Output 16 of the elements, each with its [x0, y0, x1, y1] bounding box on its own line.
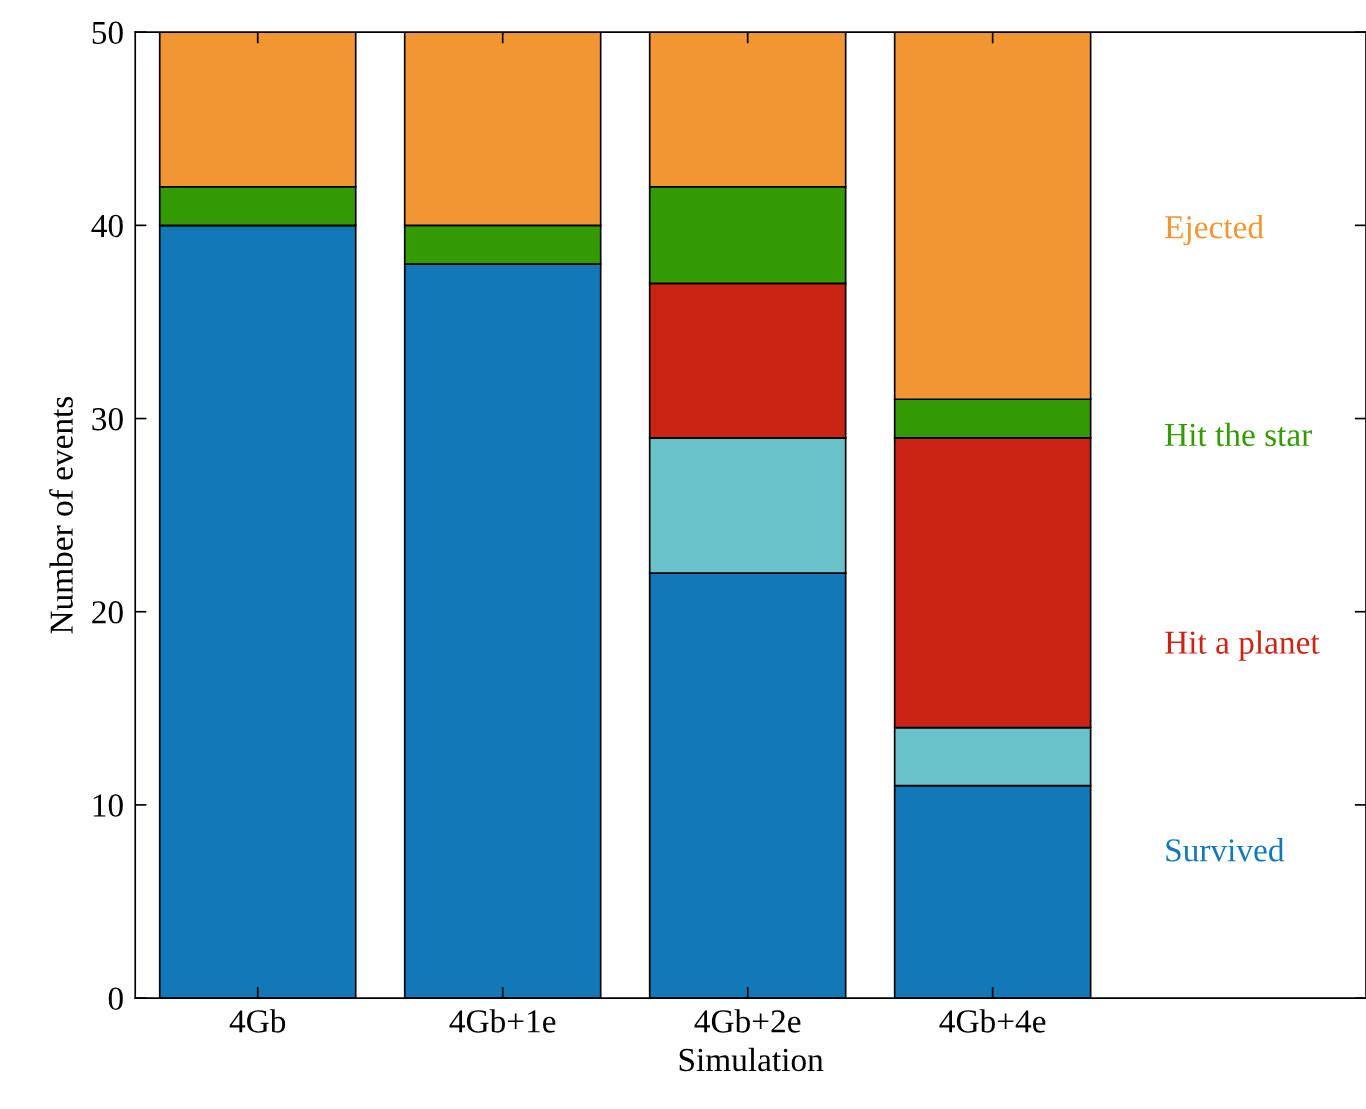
y-tick-label: 50: [92, 21, 123, 45]
x-axis-title: Simulation: [679, 1047, 824, 1072]
x-tick-label: 4Gb+2e: [694, 1009, 801, 1033]
x-tick-label: 4Gb+1e: [449, 1009, 556, 1033]
y-tick-label: 30: [92, 407, 123, 431]
text: Ejected: [1165, 215, 1264, 246]
legend-label: Hit the star: [1165, 422, 1312, 447]
y-tick-label: 0: [108, 987, 123, 1010]
y-tick-label: 20: [92, 601, 123, 624]
y-tick-label: 40: [91, 214, 123, 238]
y-axis-title: Number of events: [49, 396, 73, 634]
x-tick-label: 4Gb: [229, 1009, 286, 1033]
x-tick-label: 4Gb+4e: [939, 1009, 1046, 1033]
y-tick-label: 10: [93, 794, 123, 817]
text: Survived: [1166, 838, 1285, 862]
text: Hit a planet: [1165, 630, 1320, 661]
